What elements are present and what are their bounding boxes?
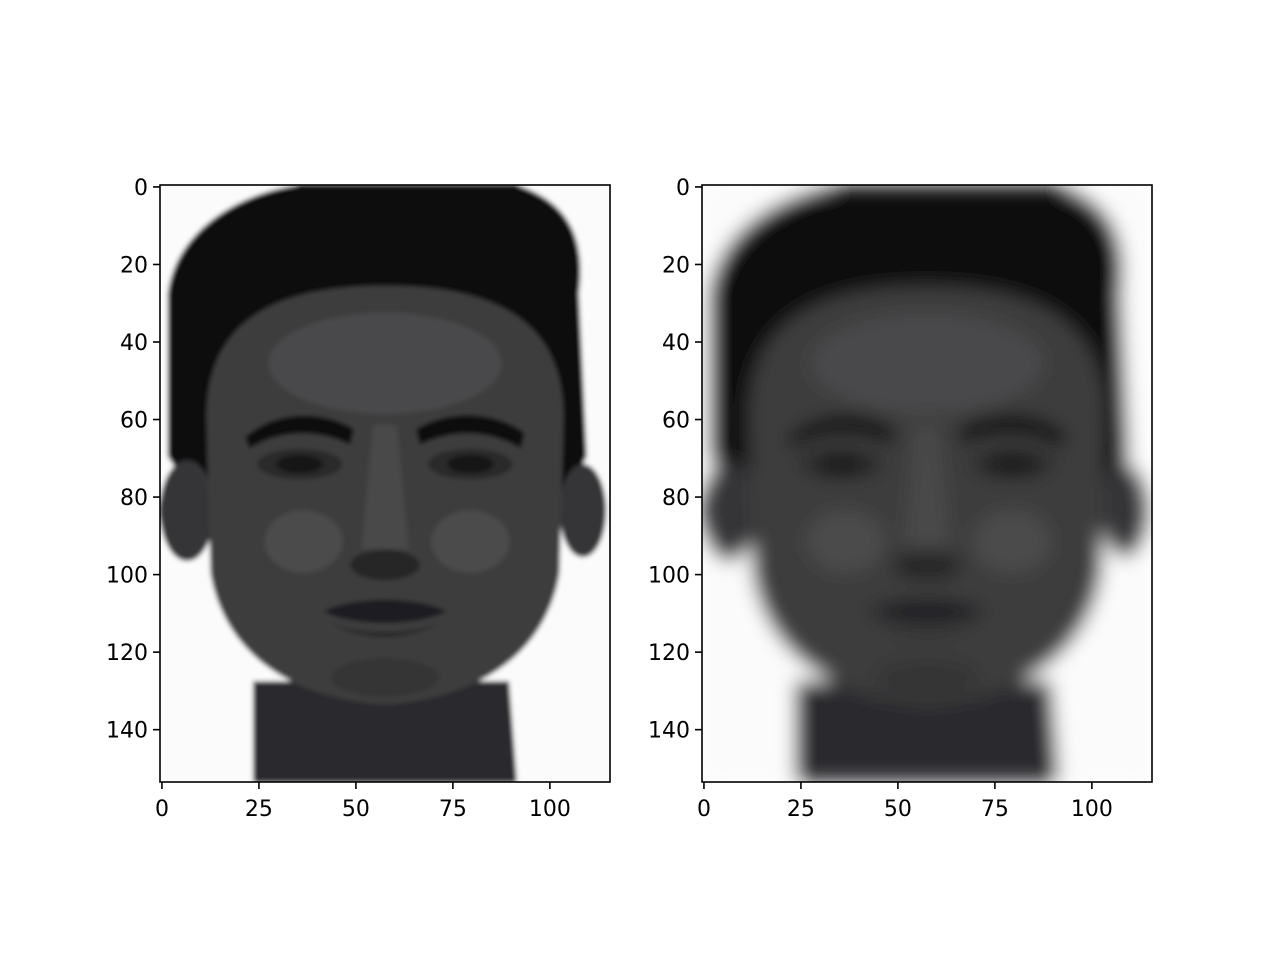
y-ticks-original: 0 20 40 60 80 100 120 140 [106,176,160,744]
panel-reconstruction: 0 25 50 75 100 0 20 40 60 80 100 120 140 [648,176,1153,822]
y-tick-label: 40 [120,331,148,356]
x-tick-label: 50 [884,797,912,822]
y-tick-label: 140 [648,719,690,744]
y-tick-label: 100 [648,564,690,589]
axes-frame-original [159,184,611,783]
x-tick-label: 25 [245,797,273,822]
y-tick-label: 20 [120,253,148,278]
y-tick-label: 20 [662,253,690,278]
face-original-image [160,185,610,782]
face-reconstruction-image [702,185,1152,782]
y-tick-label: 120 [106,641,148,666]
panel-original: 0 25 50 75 100 0 20 40 60 80 100 120 140 [106,176,611,822]
y-tick-label: 140 [106,719,148,744]
y-tick-label: 0 [134,176,148,201]
y-tick-label: 60 [662,409,690,434]
y-tick-label: 80 [662,486,690,511]
x-tick-label: 100 [529,797,571,822]
x-ticks-reconstruction: 0 25 50 75 100 [697,782,1113,822]
y-tick-label: 80 [120,486,148,511]
x-tick-label: 0 [155,797,169,822]
x-tick-label: 25 [787,797,815,822]
y-ticks-reconstruction: 0 20 40 60 80 100 120 140 [648,176,702,744]
y-tick-label: 120 [648,641,690,666]
x-tick-label: 75 [981,797,1009,822]
y-tick-label: 40 [662,331,690,356]
x-tick-label: 100 [1071,797,1113,822]
x-tick-label: 50 [342,797,370,822]
x-tick-label: 75 [439,797,467,822]
y-tick-label: 100 [106,564,148,589]
y-tick-label: 60 [120,409,148,434]
axes-frame-reconstruction [701,184,1153,783]
x-ticks-original: 0 25 50 75 100 [155,782,571,822]
x-tick-label: 0 [697,797,711,822]
y-tick-label: 0 [676,176,690,201]
